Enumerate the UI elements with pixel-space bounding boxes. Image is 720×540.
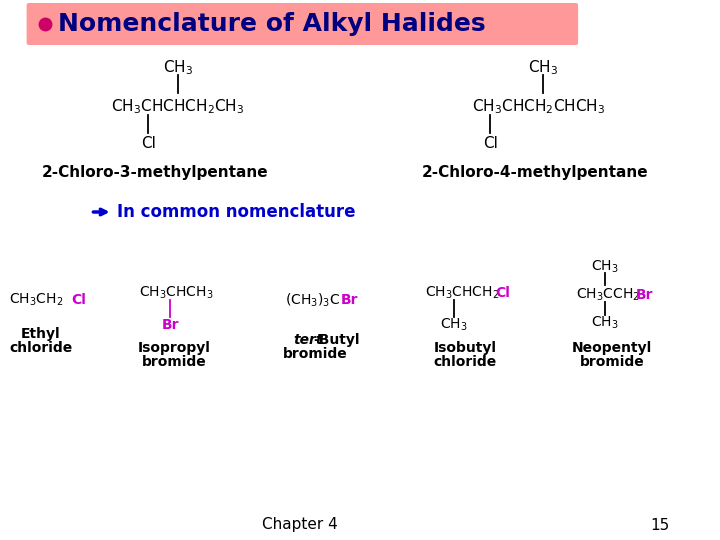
Text: CH$_3$CHCHCH$_2$CH$_3$: CH$_3$CHCHCH$_2$CH$_3$ — [111, 98, 244, 116]
Text: (CH$_3$)$_3$C: (CH$_3$)$_3$C — [285, 291, 341, 309]
Text: Neopentyl: Neopentyl — [572, 341, 652, 355]
Text: CH$_3$CHCH$_2$CHCH$_3$: CH$_3$CHCH$_2$CHCH$_3$ — [472, 98, 606, 116]
Text: CH$_3$CCH$_2$: CH$_3$CCH$_2$ — [576, 287, 640, 303]
FancyBboxPatch shape — [27, 3, 578, 45]
Text: chloride: chloride — [433, 355, 497, 369]
Text: 2-Chloro-4-methylpentane: 2-Chloro-4-methylpentane — [422, 165, 649, 179]
Text: Cl: Cl — [71, 293, 86, 307]
Text: bromide: bromide — [283, 347, 348, 361]
Text: Br: Br — [341, 293, 358, 307]
Text: CH$_3$CH$_2$: CH$_3$CH$_2$ — [9, 292, 63, 308]
Text: CH$_3$: CH$_3$ — [591, 259, 619, 275]
Text: Isopropyl: Isopropyl — [138, 341, 211, 355]
Text: bromide: bromide — [142, 355, 207, 369]
Text: -Butyl: -Butyl — [313, 333, 360, 347]
Text: Isobutyl: Isobutyl — [433, 341, 497, 355]
Text: Cl: Cl — [141, 136, 156, 151]
Text: Chapter 4: Chapter 4 — [263, 517, 338, 532]
Text: 15: 15 — [650, 517, 670, 532]
Text: CH$_3$CHCH$_2$: CH$_3$CHCH$_2$ — [426, 285, 500, 301]
Text: Ethyl: Ethyl — [21, 327, 60, 341]
Text: CH$_3$: CH$_3$ — [591, 315, 619, 331]
Text: Cl: Cl — [483, 136, 498, 151]
Text: 2-Chloro-3-methylpentane: 2-Chloro-3-methylpentane — [42, 165, 269, 179]
Text: In common nomenclature: In common nomenclature — [117, 203, 355, 221]
Text: Br: Br — [162, 318, 179, 332]
Text: Br: Br — [636, 288, 654, 302]
Text: chloride: chloride — [9, 341, 72, 355]
Text: CH$_3$: CH$_3$ — [441, 317, 468, 333]
Text: CH$_3$: CH$_3$ — [163, 59, 194, 77]
Text: Cl: Cl — [495, 286, 510, 300]
Text: bromide: bromide — [580, 355, 644, 369]
Text: Nomenclature of Alkyl Halides: Nomenclature of Alkyl Halides — [58, 12, 485, 36]
Text: CH$_3$: CH$_3$ — [528, 59, 558, 77]
Text: tert: tert — [293, 333, 323, 347]
Text: CH$_3$CHCH$_3$: CH$_3$CHCH$_3$ — [138, 285, 213, 301]
